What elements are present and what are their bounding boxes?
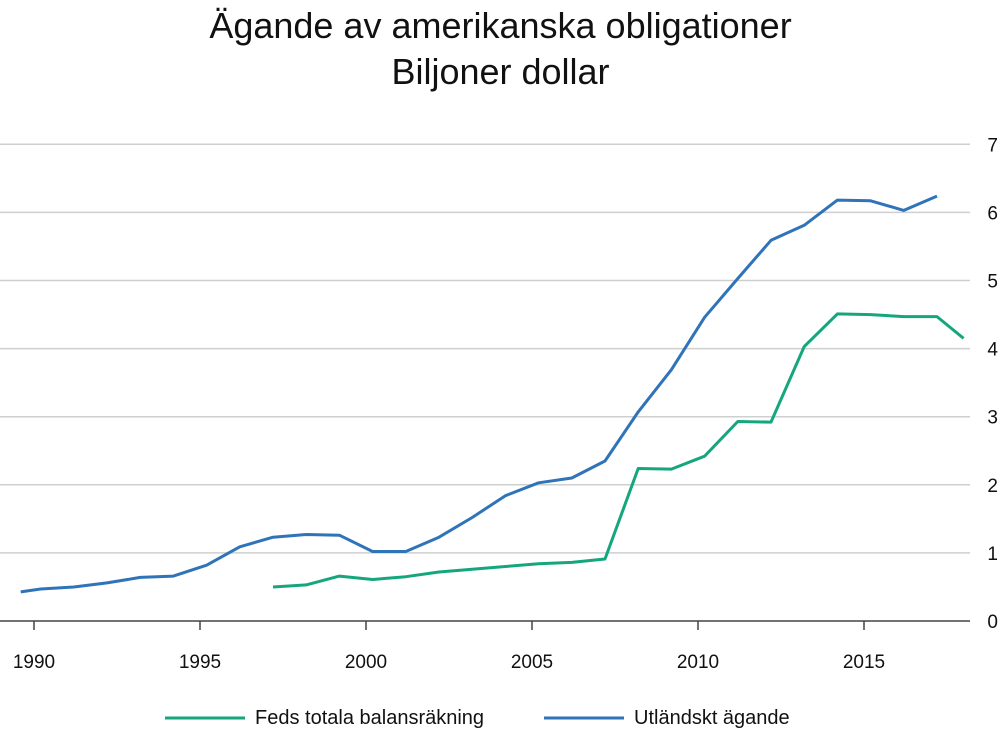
y-axis-ticks: 0 1 2 3 4 5 6 7 bbox=[987, 135, 998, 633]
legend-label-feds: Feds totala balansräkning bbox=[255, 707, 485, 729]
y-tick-label: 7 bbox=[987, 135, 998, 156]
x-tick-label: 2000 bbox=[345, 652, 387, 673]
x-tick-label: 2010 bbox=[677, 652, 719, 673]
x-tick-label: 1995 bbox=[179, 652, 221, 673]
series-line-1 bbox=[20, 194, 938, 594]
x-tick-label: 1990 bbox=[13, 652, 55, 673]
y-tick-label: 2 bbox=[987, 476, 998, 497]
y-tick-label: 5 bbox=[987, 272, 998, 293]
x-tick-label: 2005 bbox=[511, 652, 553, 673]
chart-subtitle: Biljoner dollar bbox=[391, 51, 610, 92]
series-line-0 bbox=[272, 312, 965, 589]
y-tick-label: 4 bbox=[987, 340, 998, 361]
x-tick-label: 2015 bbox=[843, 652, 885, 673]
chart-title: Ägande av amerikanska obligationer bbox=[209, 5, 792, 46]
y-tick-label: 1 bbox=[987, 544, 998, 565]
y-tick-label: 3 bbox=[987, 408, 998, 429]
legend-swatch-utlandskt bbox=[544, 716, 624, 720]
y-tick-label: 0 bbox=[987, 612, 998, 633]
gridlines bbox=[0, 143, 970, 622]
y-tick-label: 6 bbox=[987, 203, 998, 224]
legend-swatch-feds bbox=[165, 716, 245, 720]
legend-label-utlandskt: Utländskt ägande bbox=[634, 707, 790, 729]
series-lines bbox=[20, 194, 965, 594]
x-axis: 1990 1995 2000 2005 2010 2015 bbox=[13, 621, 885, 673]
